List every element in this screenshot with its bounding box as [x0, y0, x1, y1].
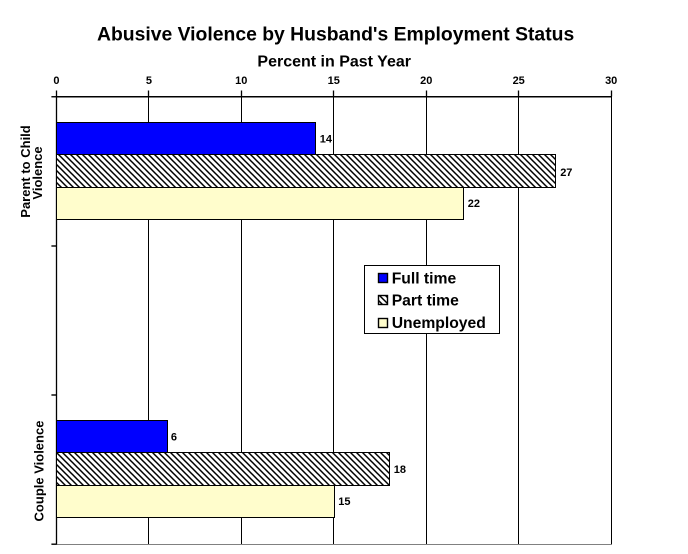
svg-text:Abusive Violence by Husband's: Abusive Violence by Husband's Employment…	[97, 24, 574, 46]
svg-text:18: 18	[394, 464, 406, 476]
svg-text:Part time: Part time	[392, 293, 459, 310]
svg-text:Violence: Violence	[30, 146, 45, 199]
svg-text:25: 25	[513, 75, 525, 87]
svg-text:Couple Violence: Couple Violence	[32, 421, 47, 522]
svg-text:14: 14	[320, 133, 333, 145]
svg-text:15: 15	[338, 496, 350, 508]
svg-text:6: 6	[171, 431, 177, 443]
svg-text:Percent in Past Year: Percent in Past Year	[257, 54, 411, 71]
svg-text:15: 15	[328, 75, 340, 87]
svg-text:10: 10	[235, 75, 247, 87]
svg-text:Parent to Child: Parent to Child	[18, 125, 33, 218]
svg-text:30: 30	[605, 75, 617, 87]
svg-text:22: 22	[468, 198, 480, 210]
svg-text:Unemployed: Unemployed	[392, 315, 486, 332]
svg-text:5: 5	[146, 75, 152, 87]
svg-text:0: 0	[53, 75, 59, 87]
svg-text:20: 20	[420, 75, 432, 87]
svg-text:27: 27	[560, 167, 572, 179]
svg-text:Full time: Full time	[392, 270, 457, 287]
